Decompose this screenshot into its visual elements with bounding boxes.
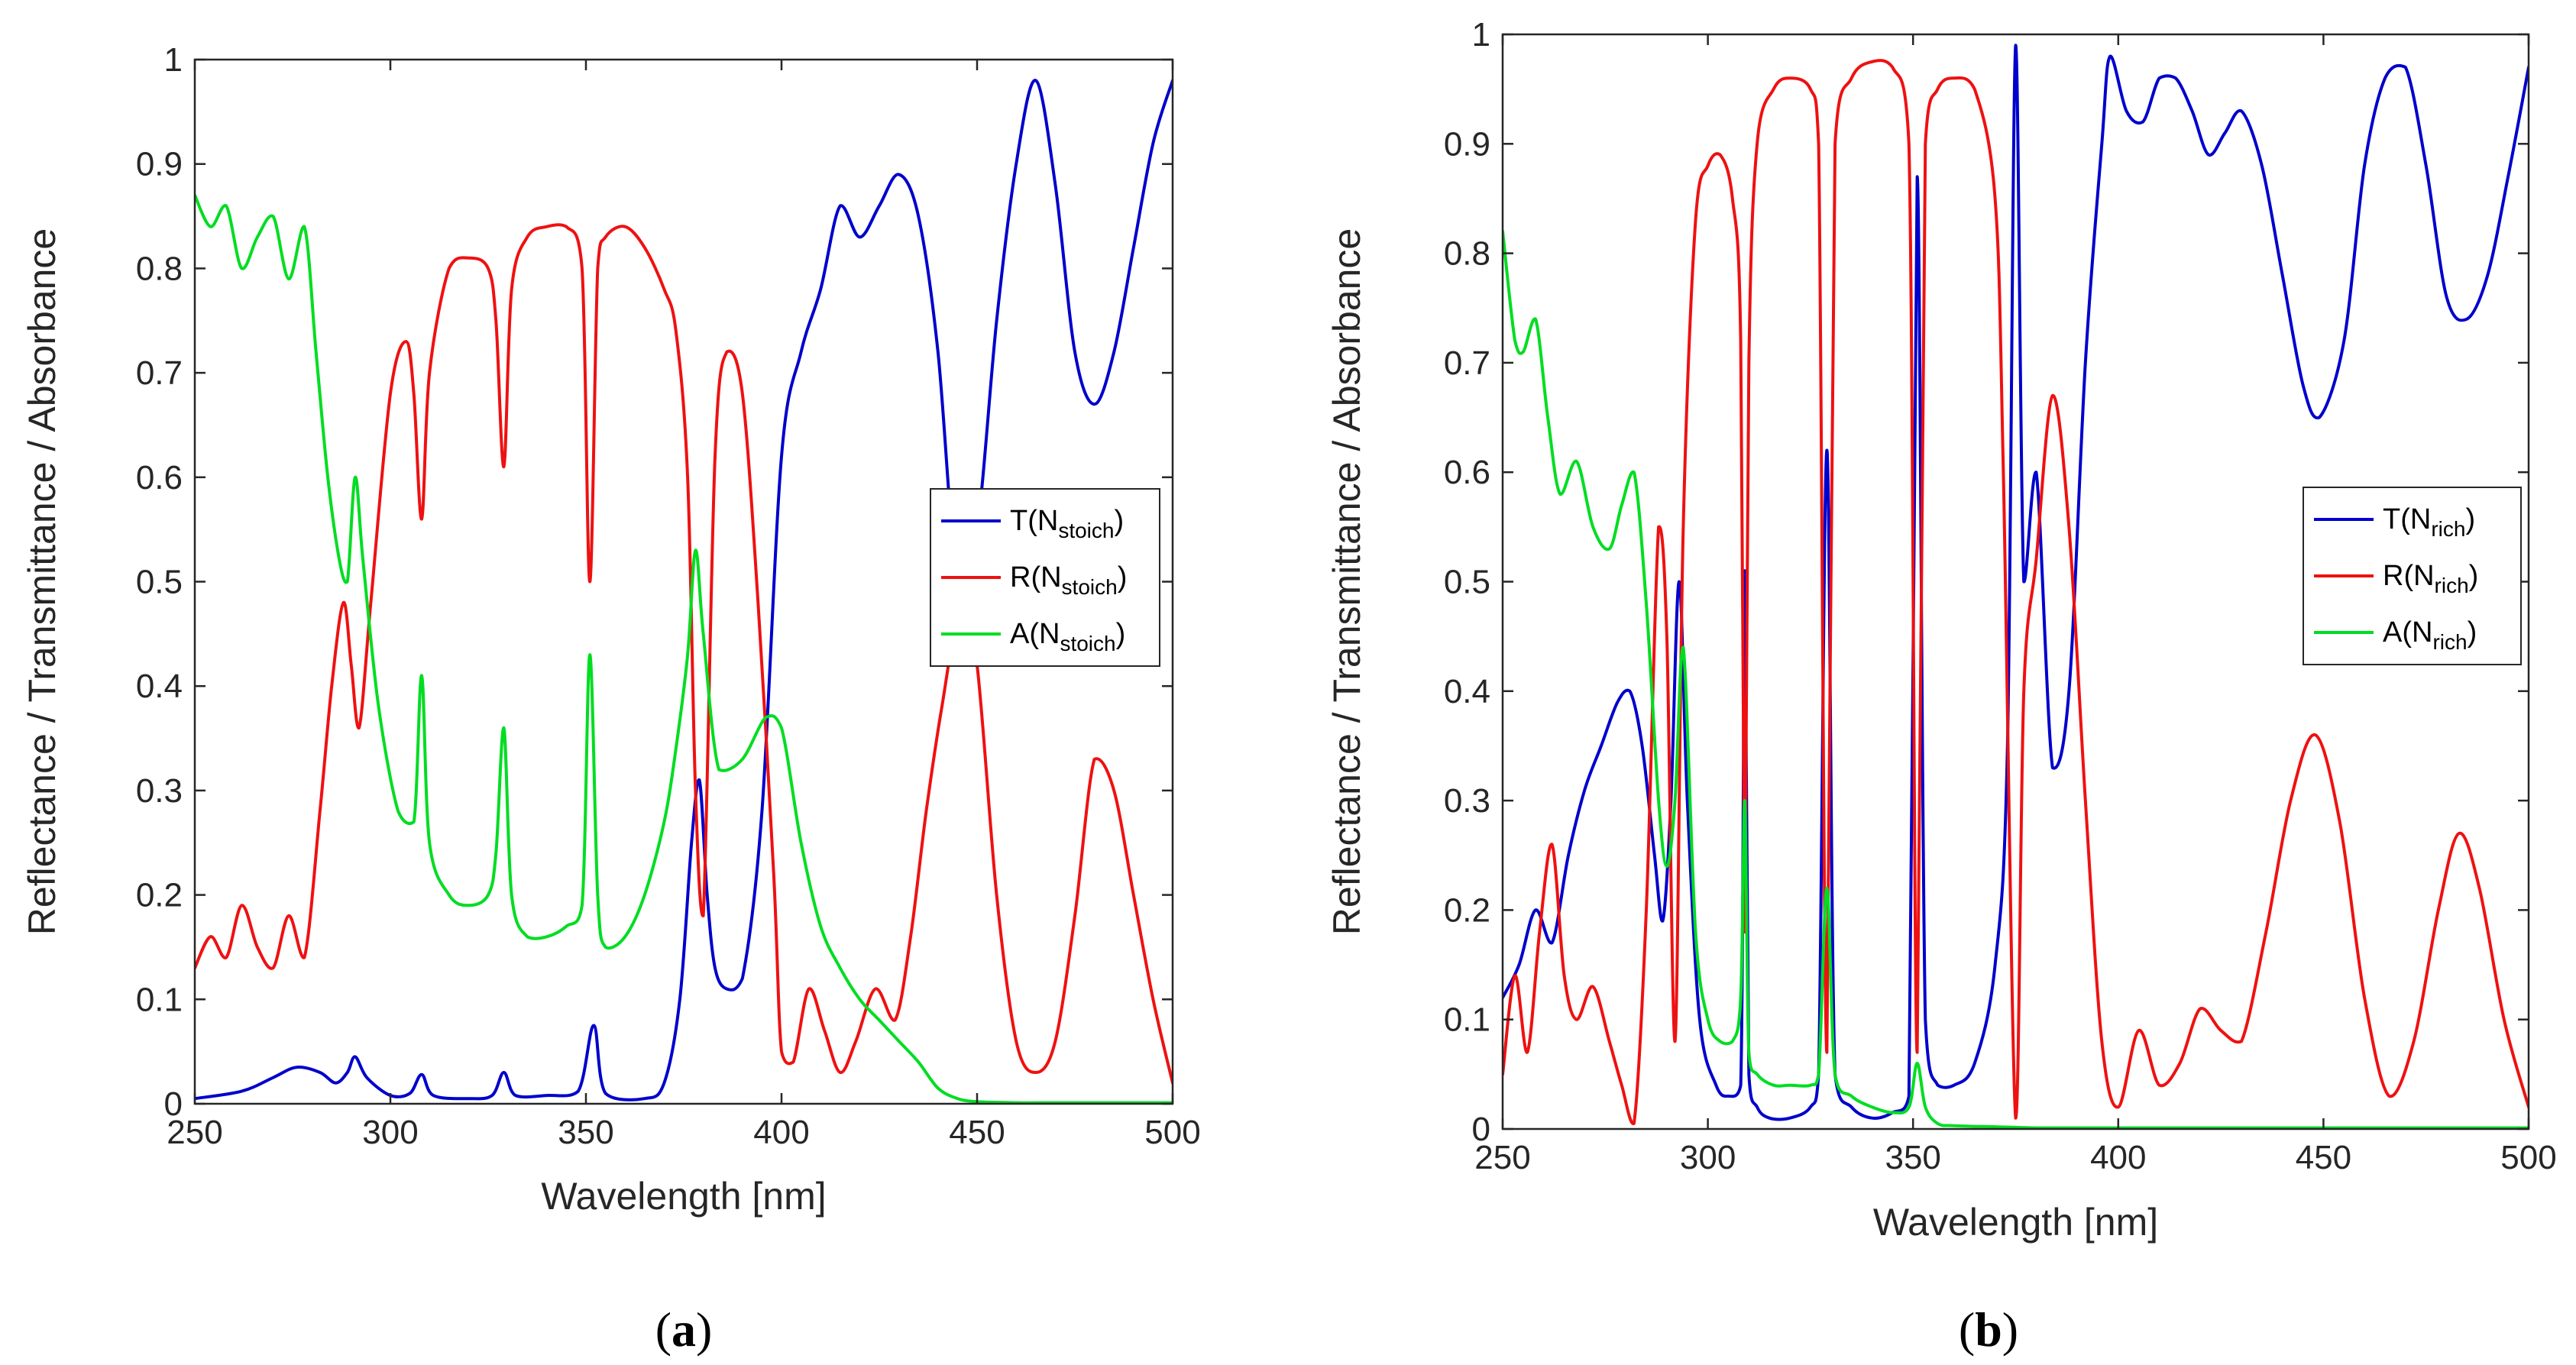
y-tick-label: 0.1 (136, 981, 183, 1018)
x-tick-label: 350 (1885, 1139, 1940, 1176)
y-tick-label: 0.3 (1444, 782, 1490, 820)
y-tick-label: 0.3 (136, 772, 183, 810)
legend-entry-T: T(Nstoich) (1010, 505, 1124, 542)
x-tick-label: 450 (2296, 1139, 2351, 1176)
legend: T(Nrich) R(Nrich) A(Nrich) (2303, 487, 2522, 665)
x-tick-label: 300 (1680, 1139, 1736, 1176)
y-tick-label: 0.8 (136, 250, 183, 287)
y-tick-label: 0.9 (136, 146, 183, 183)
y-tick-label: 0.2 (136, 877, 183, 914)
legend-entry-R: R(Nrich) (2383, 560, 2478, 597)
chart-panel-b: 250 300 350 400 450 500 0 0.1 0.2 0.3 0.4 0.5 0.6 0.7… (1325, 16, 2557, 1357)
series-line-T (195, 79, 1173, 1101)
chart-panel-a: 250 300 350 400 450 500 0 0.1 0.2 0.3 0.4 0.5 0.6 0.7… (21, 41, 1201, 1357)
y-tick-label: 0.9 (1444, 125, 1490, 163)
y-tick-label: 0.7 (1444, 344, 1490, 382)
series-line-R (1503, 59, 2529, 1125)
x-tick-label: 350 (558, 1114, 613, 1151)
y-tick-label: 0.5 (1444, 564, 1490, 601)
y-tick-label: 0.2 (1444, 891, 1490, 929)
legend-entry-A: A(Nstoich) (1010, 618, 1125, 655)
x-axis-label: Wavelength [nm] (1873, 1201, 2158, 1244)
y-tick-label: 0 (1472, 1111, 1490, 1148)
y-tick-label: 1 (1472, 16, 1490, 53)
y-tick-label: 0.7 (136, 354, 183, 392)
series-line-A (195, 193, 1173, 1104)
x-tick-label: 400 (2090, 1139, 2146, 1176)
y-tick-label: 0.5 (136, 564, 183, 601)
y-tick-label: 0.6 (1444, 454, 1490, 491)
x-axis-label: Wavelength [nm] (541, 1175, 826, 1218)
x-tick-label: 500 (2500, 1139, 2556, 1176)
x-tick-label: 400 (753, 1114, 809, 1151)
y-tick-label: 0.4 (1444, 673, 1490, 710)
y-axis-label: Reflectance / Transmittance / Absorbance (21, 228, 63, 936)
panel-caption-b: (b) (1959, 1302, 2018, 1357)
y-tick-label: 0.4 (136, 668, 183, 705)
y-tick-label: 0 (164, 1085, 183, 1123)
y-tick-label: 0.8 (1444, 235, 1490, 273)
legend-entry-T: T(Nrich) (2383, 503, 2475, 541)
x-tick-label: 250 (167, 1114, 222, 1151)
series-group (1503, 44, 2529, 1129)
x-tick-label: 250 (1474, 1139, 1530, 1176)
panel-caption-a: (a) (655, 1302, 713, 1357)
legend-entry-A: A(Nrich) (2383, 616, 2477, 654)
y-tick-label: 0.1 (1444, 1001, 1490, 1039)
y-tick-label: 1 (164, 41, 183, 79)
legend: T(Nstoich) R(Nstoich) A(Nstoich) (930, 488, 1160, 667)
x-tick-label: 300 (362, 1114, 418, 1151)
x-tick-label: 500 (1144, 1114, 1200, 1151)
y-axis-label: Reflectance / Transmittance / Absorbance (1325, 228, 1368, 936)
legend-entry-R: R(Nstoich) (1010, 561, 1127, 599)
series-line-A (1503, 229, 2529, 1129)
x-tick-label: 450 (949, 1114, 1005, 1151)
y-tick-label: 0.6 (136, 459, 183, 497)
